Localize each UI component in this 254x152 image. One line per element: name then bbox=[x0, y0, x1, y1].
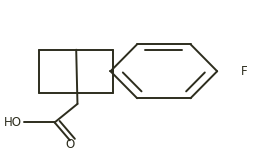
Text: O: O bbox=[65, 138, 74, 151]
Text: HO: HO bbox=[4, 116, 22, 129]
Text: F: F bbox=[241, 65, 248, 78]
